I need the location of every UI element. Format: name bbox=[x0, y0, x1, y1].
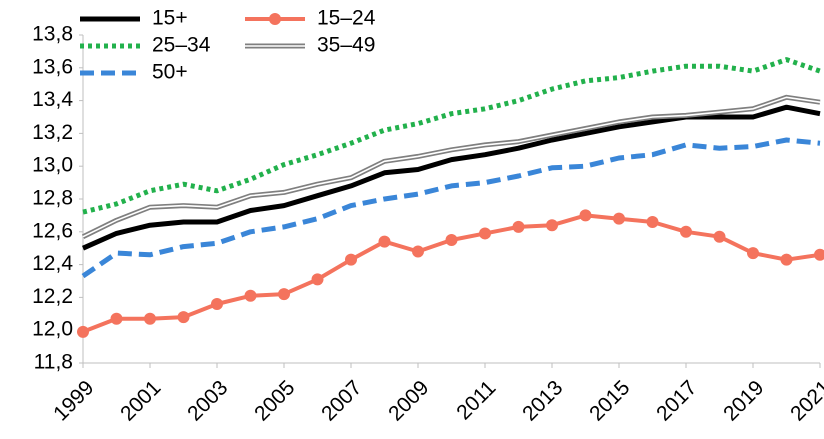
point bbox=[77, 325, 89, 338]
point bbox=[713, 230, 726, 243]
y-tick-label: 12,4 bbox=[32, 252, 73, 275]
x-tick-label: 2013 bbox=[518, 376, 567, 425]
y-tick-label: 13,6 bbox=[32, 55, 73, 78]
legend-label: 25–34 bbox=[152, 34, 211, 57]
point bbox=[110, 312, 123, 325]
series-line bbox=[81, 137, 821, 279]
legend-marker bbox=[269, 13, 281, 25]
point bbox=[278, 288, 290, 301]
y-tick-label: 12,6 bbox=[32, 219, 73, 242]
x-tick-label: 2001 bbox=[116, 376, 165, 425]
legend-label: 50+ bbox=[152, 61, 188, 84]
point bbox=[144, 312, 156, 325]
x-tick-label: 2019 bbox=[719, 376, 768, 425]
y-tick-label: 13,4 bbox=[32, 88, 73, 111]
point bbox=[479, 227, 491, 240]
point bbox=[814, 248, 824, 261]
point bbox=[613, 212, 625, 225]
y-tick-label: 11,8 bbox=[34, 351, 73, 374]
point bbox=[780, 253, 793, 266]
x-tick-label: 2017 bbox=[652, 376, 701, 425]
legend-label: 15+ bbox=[152, 7, 188, 30]
series-line bbox=[82, 213, 821, 334]
y-tick-label: 12,8 bbox=[32, 187, 73, 210]
point bbox=[211, 297, 223, 310]
point bbox=[546, 219, 558, 232]
y-tick-label: 13,2 bbox=[32, 121, 73, 144]
point bbox=[378, 235, 391, 248]
point bbox=[177, 311, 190, 324]
series-line bbox=[82, 57, 821, 215]
y-tick-label: 12,0 bbox=[32, 318, 73, 341]
y-tick-label: 12,2 bbox=[32, 285, 73, 308]
x-tick-label: 2003 bbox=[183, 376, 232, 425]
y-tick-label: 13,8 bbox=[32, 23, 73, 46]
point bbox=[512, 220, 525, 233]
point bbox=[345, 253, 357, 266]
x-tick-label: 2011 bbox=[452, 376, 500, 424]
series-line-inner bbox=[82, 96, 821, 238]
x-tick-label: 2015 bbox=[585, 376, 634, 425]
x-tick-label: 2005 bbox=[250, 376, 299, 425]
x-tick-label: 1999 bbox=[49, 376, 98, 425]
point bbox=[680, 225, 692, 238]
point bbox=[445, 234, 458, 246]
point bbox=[412, 245, 424, 258]
point bbox=[311, 273, 324, 286]
x-tick-label: 2021 bbox=[786, 376, 824, 425]
point bbox=[579, 209, 592, 222]
legend-label: 15–24 bbox=[317, 7, 376, 30]
point bbox=[747, 247, 759, 260]
series-line bbox=[81, 104, 821, 251]
legend-label: 35–49 bbox=[317, 34, 375, 57]
point bbox=[646, 215, 659, 228]
point bbox=[244, 289, 257, 302]
y-tick-label: 13,0 bbox=[32, 154, 73, 177]
x-tick-label: 2009 bbox=[384, 376, 433, 425]
x-tick-label: 2007 bbox=[317, 376, 366, 425]
